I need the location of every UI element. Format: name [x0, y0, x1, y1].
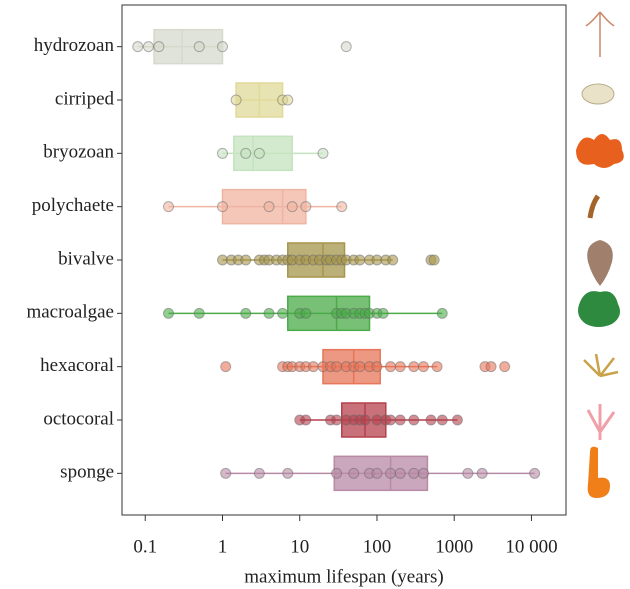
- point: [436, 307, 448, 319]
- point: [499, 361, 511, 373]
- point: [286, 201, 298, 213]
- point: [282, 467, 294, 479]
- x-tick-label: 10 000: [505, 536, 557, 557]
- point: [220, 467, 232, 479]
- point: [348, 467, 360, 479]
- x-axis-label: maximum lifespan (years): [244, 566, 443, 587]
- point: [240, 307, 252, 319]
- y-tick-label: cirriped: [55, 88, 115, 109]
- point: [317, 147, 329, 159]
- point: [336, 201, 348, 213]
- y-tick-label: hydrozoan: [34, 35, 115, 56]
- point: [354, 361, 366, 373]
- point: [451, 414, 463, 426]
- point: [307, 361, 319, 373]
- y-tick-label: hexacoral: [40, 355, 114, 376]
- x-tick-label: 1: [218, 536, 228, 557]
- point: [277, 307, 289, 319]
- point: [253, 467, 265, 479]
- point: [462, 467, 474, 479]
- point: [394, 414, 406, 426]
- point: [163, 307, 175, 319]
- point: [340, 41, 352, 53]
- icon-hydrozoan: [585, 11, 615, 57]
- point: [408, 467, 420, 479]
- point: [153, 41, 165, 53]
- point: [282, 94, 294, 106]
- point: [300, 307, 312, 319]
- point: [263, 307, 275, 319]
- point: [394, 467, 406, 479]
- x-tick-label: 0.1: [133, 536, 157, 557]
- point: [216, 147, 228, 159]
- point: [485, 361, 497, 373]
- point: [385, 361, 397, 373]
- point: [394, 361, 406, 373]
- icon-sponge: [587, 446, 610, 498]
- point: [193, 307, 205, 319]
- point: [387, 254, 399, 266]
- icon-hexacoral: [583, 353, 619, 378]
- point: [417, 467, 429, 479]
- point: [220, 361, 232, 373]
- point: [300, 201, 312, 213]
- point: [142, 41, 154, 53]
- point: [240, 147, 252, 159]
- point: [216, 41, 228, 53]
- point: [331, 414, 343, 426]
- point: [263, 201, 275, 213]
- point: [425, 414, 437, 426]
- y-tick-label: bryozoan: [43, 142, 114, 163]
- point: [371, 361, 383, 373]
- point: [371, 467, 383, 479]
- point: [377, 307, 389, 319]
- icon-bryozoan: [576, 134, 624, 168]
- y-tick-label: macroalgae: [26, 302, 114, 323]
- point: [354, 254, 366, 266]
- x-tick-label: 100: [363, 536, 392, 557]
- point: [529, 467, 541, 479]
- point: [476, 467, 488, 479]
- point: [331, 467, 343, 479]
- point: [193, 41, 205, 53]
- point: [300, 414, 312, 426]
- point: [230, 94, 242, 106]
- icons: [576, 11, 624, 498]
- y-tick-label: bivalve: [58, 248, 114, 269]
- point: [417, 361, 429, 373]
- y-tick-label: sponge: [60, 462, 114, 483]
- icon-octocoral: [586, 404, 616, 440]
- point: [428, 254, 440, 266]
- icon-polychaete: [587, 194, 601, 219]
- point: [431, 361, 443, 373]
- point: [385, 467, 397, 479]
- point: [359, 414, 371, 426]
- point: [385, 414, 397, 426]
- point: [240, 254, 252, 266]
- point: [408, 414, 420, 426]
- y-tick-label: octocoral: [43, 408, 114, 429]
- point: [253, 147, 265, 159]
- x-tick-label: 10: [290, 536, 309, 557]
- point: [216, 201, 228, 213]
- icon-bivalve: [587, 240, 613, 286]
- point: [132, 41, 144, 53]
- point: [408, 361, 420, 373]
- point: [163, 201, 175, 213]
- icon-macroalgae: [578, 291, 620, 327]
- icon-cirriped: [581, 83, 615, 105]
- point: [331, 361, 343, 373]
- x-tick-label: 1000: [435, 536, 473, 557]
- y-tick-label: polychaete: [32, 195, 114, 216]
- point: [436, 414, 448, 426]
